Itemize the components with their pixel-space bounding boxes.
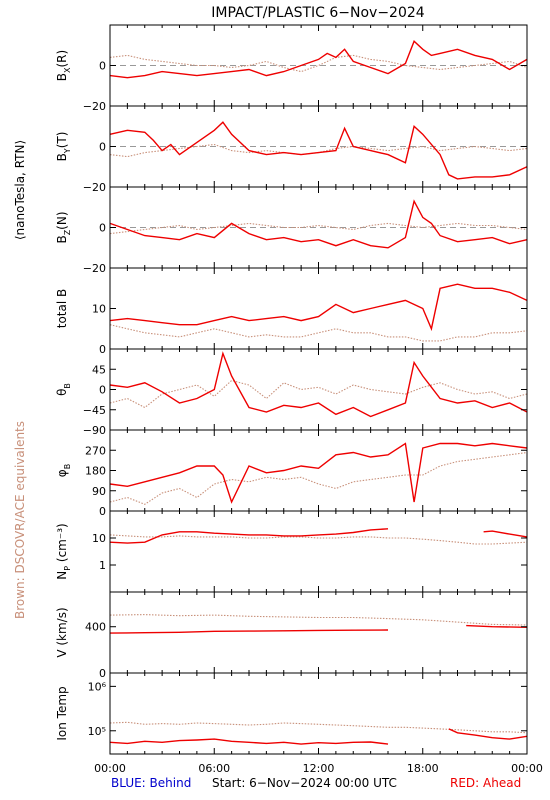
start-time-label: Start: 6−Nov−2024 00:00 UTC: [212, 776, 397, 790]
y-tick-label: 45: [92, 363, 106, 376]
series-ahead-theta: [109, 351, 528, 418]
y-tick-label: 10⁵: [88, 725, 106, 738]
chart-title: IMPACT/PLASTIC 6−Nov−2024: [211, 5, 424, 21]
series-ahead-by: [109, 121, 528, 180]
y-tick-label: −20: [83, 181, 106, 194]
panel-frame: [109, 429, 528, 512]
units-label: ⟨nanoTesla, RTN⟩: [13, 140, 27, 240]
series-brown-phi: [109, 451, 528, 505]
ylabel-np: NP (cm⁻³): [55, 523, 72, 579]
y-tick-label: −20: [83, 100, 106, 113]
y-tick-label: 0: [99, 60, 106, 73]
x-tick-label: 00:00: [94, 762, 126, 775]
ylabel-theta: θB: [55, 383, 72, 396]
panel-v: 400 0 V (km/s): [55, 591, 528, 680]
behind-legend-label: BLUE: Behind: [111, 776, 191, 790]
ylabel-by: BY(T): [55, 132, 72, 162]
y-tick-label: 0: [99, 222, 106, 235]
panel-frame: [109, 510, 528, 593]
series-brown-bt: [109, 324, 528, 342]
y-tick-label: 0: [99, 505, 106, 518]
y-tick-label: −90: [83, 424, 106, 437]
y-tick-label: 0: [99, 141, 106, 154]
panel-theta: 45 0 −45 −90 θB: [55, 348, 528, 437]
y-tick-label: 400: [85, 621, 106, 634]
series-ahead-temp: [109, 728, 528, 745]
ylabel-phi: φB: [55, 464, 72, 477]
brown-note-label: Brown: DSCOVR/ACE equivalents: [13, 421, 27, 619]
y-tick-label: 0: [99, 667, 106, 680]
panel-frame: [109, 348, 528, 431]
x-tick-label: 18:00: [407, 762, 439, 775]
x-tick-labels: 00:00 06:00 12:00 18:00 00:00: [94, 762, 543, 775]
series-ahead-v: [109, 624, 528, 634]
series-ahead-np: [109, 528, 528, 544]
panel-np: 10 1 NP (cm⁻³): [55, 510, 528, 593]
y-tick-label: 0: [99, 343, 106, 356]
panel-temp: 10⁶ 10⁵ Ion Temp: [55, 672, 528, 755]
y-tick-label: 10⁶: [88, 680, 107, 693]
ylabel-v: V (km/s): [55, 607, 69, 657]
ahead-legend-label: RED: Ahead: [450, 776, 521, 790]
panel-by: 0 −20 BY(T): [55, 105, 528, 194]
ylabel-bz: BZ(N): [55, 211, 72, 243]
panel-phi: 270 180 90 0 φB: [55, 429, 528, 518]
y-tick-label: 0: [99, 384, 106, 397]
y-tick-label: −45: [83, 404, 106, 417]
y-tick-label: 10: [92, 303, 106, 316]
panel-bz: 0 −20 BZ(N): [55, 186, 528, 275]
ylabel-temp: Ion Temp: [55, 686, 69, 740]
series-ahead-bx: [109, 39, 528, 79]
ylabel-bx: BX(R): [55, 50, 72, 81]
y-tick-label: 270: [85, 444, 106, 457]
x-tick-label: 06:00: [198, 762, 230, 775]
x-tick-label: 00:00: [511, 762, 543, 775]
series-brown-np: [109, 534, 528, 545]
panel-bx: 0 −20 BX(R): [55, 24, 528, 113]
series-brown-bz: [109, 222, 528, 235]
y-tick-label: 180: [85, 465, 106, 478]
series-ahead-bz: [109, 199, 528, 249]
series-brown-bx: [109, 54, 528, 73]
series-brown-v: [109, 614, 528, 626]
series-ahead-phi: [109, 442, 528, 504]
y-tick-label: −20: [83, 262, 106, 275]
y-tick-label: 1: [99, 559, 106, 572]
x-tick-label: 12:00: [303, 762, 335, 775]
series-ahead-bt: [109, 283, 528, 332]
series-brown-temp: [109, 721, 528, 734]
ylabel-bt: total B: [55, 289, 69, 329]
panel-bt: 10 0 total B: [55, 267, 528, 356]
y-tick-label: 90: [92, 485, 106, 498]
y-tick-label: 10: [92, 532, 106, 545]
